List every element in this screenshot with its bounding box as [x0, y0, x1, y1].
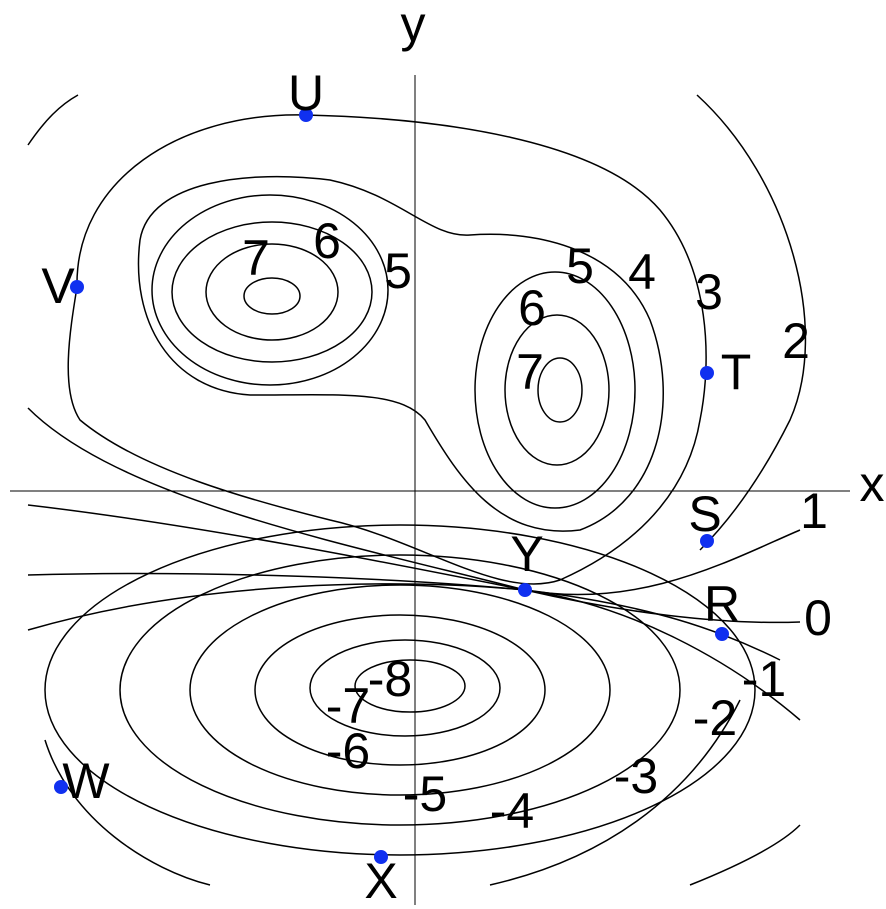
- contour: [254, 614, 546, 766]
- contour-label: 3: [695, 264, 723, 320]
- point-label: T: [721, 344, 752, 400]
- point: [299, 108, 313, 122]
- contour: [537, 357, 583, 423]
- point-label: W: [62, 753, 110, 809]
- points: [54, 108, 729, 864]
- contour: [696, 94, 807, 551]
- contour-label: 0: [804, 590, 832, 646]
- point: [518, 583, 532, 597]
- point: [700, 534, 714, 548]
- axis-label: x: [860, 456, 885, 512]
- contour-label: 7: [242, 230, 270, 286]
- axes: [10, 75, 850, 905]
- contour: [689, 824, 801, 886]
- point-label: X: [364, 853, 397, 909]
- contour-label: -5: [403, 766, 447, 822]
- contour-label: 5: [384, 243, 412, 299]
- contour-label: 5: [566, 238, 594, 294]
- point-label: Y: [510, 526, 543, 582]
- contour: [205, 243, 339, 341]
- labels: y x U V T S Y R W X 7 6 5 5 4 3 2 6 7 1 …: [41, 0, 884, 909]
- point: [374, 850, 388, 864]
- contour: [44, 739, 211, 886]
- contour-label: -6: [326, 723, 370, 779]
- contour-label: 2: [782, 313, 810, 369]
- contour-label: -3: [614, 748, 658, 804]
- contour: [504, 314, 610, 466]
- contours: [27, 94, 807, 886]
- contour: [474, 271, 636, 509]
- point-label: U: [288, 65, 324, 121]
- contour-label: -2: [693, 690, 737, 746]
- contour: [27, 572, 801, 721]
- contour-label: 6: [313, 213, 341, 269]
- point: [700, 366, 714, 380]
- contour-label: -7: [326, 678, 370, 734]
- point-label: S: [688, 486, 721, 542]
- contour: [189, 584, 611, 796]
- contour: [151, 194, 389, 386]
- contour-label: 1: [800, 483, 828, 539]
- contour: [137, 175, 664, 532]
- point: [70, 280, 84, 294]
- contour: [27, 504, 801, 596]
- point-label: V: [41, 258, 75, 314]
- point-label: R: [704, 576, 740, 632]
- axis-label: y: [401, 0, 426, 52]
- contour: [243, 277, 301, 315]
- contour-label: -4: [490, 783, 534, 839]
- contour: [119, 554, 681, 826]
- contour-label: 6: [518, 280, 546, 336]
- contour-label: 4: [628, 244, 656, 300]
- contour: [27, 94, 79, 146]
- contour: [171, 221, 373, 363]
- point: [54, 780, 68, 794]
- contour: [44, 524, 756, 856]
- contour: [27, 583, 781, 661]
- contour: [27, 407, 801, 624]
- contour-label: 7: [516, 344, 544, 400]
- contour: [309, 639, 501, 737]
- contour-label: -1: [742, 651, 786, 707]
- contour-label: -8: [368, 651, 412, 707]
- contour: [354, 659, 466, 713]
- contour: [489, 699, 741, 886]
- point: [715, 627, 729, 641]
